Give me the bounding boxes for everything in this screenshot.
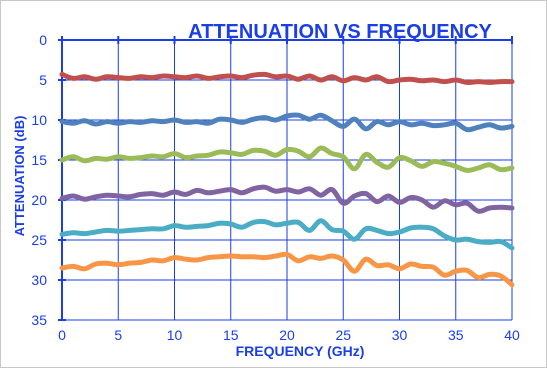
series-line-5 — [59, 218, 515, 251]
tick-labels: 0 5 10 15 20 25 30 35 40 0 5 10 15 20 25 30 35 — [31, 32, 520, 343]
x-tick-label-0: 0 — [58, 327, 66, 343]
x-tick-label-40: 40 — [504, 327, 520, 343]
series-line-4 — [59, 184, 515, 214]
x-tick-label-15: 15 — [223, 327, 239, 343]
x-tick-label-5: 5 — [114, 327, 122, 343]
x-tick-label-30: 30 — [392, 327, 408, 343]
series-line-3 — [59, 145, 515, 173]
axes — [58, 36, 513, 321]
y-tick-label-35: 35 — [31, 312, 47, 328]
y-tick-label-15: 15 — [31, 152, 47, 168]
y-tick-label-20: 20 — [31, 192, 47, 208]
x-axis-title: FREQUENCY (GHz) — [236, 343, 365, 359]
y-tick-label-0: 0 — [39, 32, 47, 48]
y-tick-label-10: 10 — [31, 112, 47, 128]
series-line-1 — [59, 71, 515, 85]
y-tick-label-5: 5 — [39, 72, 47, 88]
series-line-2 — [59, 112, 515, 133]
series-line-6 — [59, 251, 515, 288]
chart-title: ATTENUATION VS FREQUENCY — [188, 21, 492, 43]
y-axis-title: ATTENUATION (dB) — [12, 116, 27, 237]
x-tick-label-20: 20 — [279, 327, 295, 343]
x-tick-label-35: 35 — [448, 327, 464, 343]
x-tick-label-10: 10 — [167, 327, 183, 343]
series-lines — [59, 71, 515, 288]
y-tick-label-30: 30 — [31, 272, 47, 288]
x-tick-label-25: 25 — [335, 327, 351, 343]
y-tick-label-25: 25 — [31, 232, 47, 248]
